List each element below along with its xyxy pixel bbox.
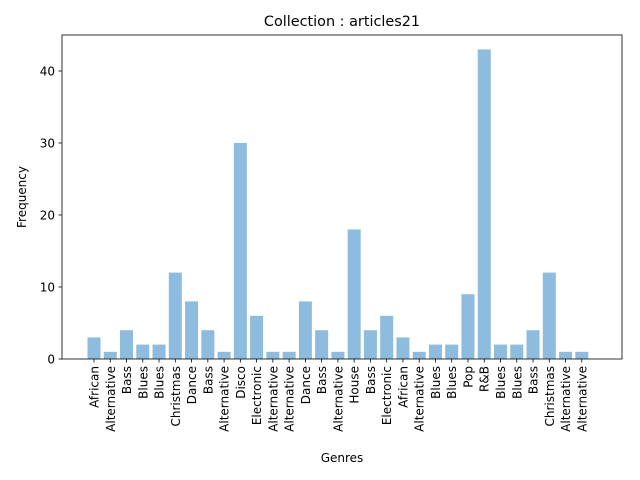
x-tick-label-30: Alternative [575, 366, 589, 432]
plot-frame [61, 34, 623, 360]
x-tick-label-29: Alternative [559, 366, 573, 432]
chart-title: Collection : articles21 [264, 14, 420, 30]
bar-30 [575, 351, 589, 359]
x-tick-label-21: Blues [429, 366, 443, 399]
x-tick-label-2: Bass [120, 366, 134, 394]
bar-17 [363, 330, 377, 359]
x-tick-label-7: Bass [201, 366, 215, 394]
bar-15 [331, 351, 345, 359]
y-tick-label-1: 10 [40, 280, 55, 294]
x-axis-label: Genres [321, 451, 364, 465]
bar-19 [396, 337, 410, 359]
x-tick-label-18: Electronic [380, 366, 394, 425]
bar-8 [217, 351, 231, 359]
bar-29 [559, 351, 573, 359]
y-axis: 0 10 20 30 40 [40, 64, 62, 366]
x-tick-label-14: Bass [315, 366, 329, 394]
y-tick-label-0: 0 [47, 352, 55, 366]
x-tick-label-11: Alternative [266, 366, 280, 432]
x-tick-label-22: Blues [445, 366, 459, 399]
x-tick-label-25: Blues [494, 366, 508, 399]
x-tick-label-9: Disco [234, 366, 248, 399]
bar-12 [282, 351, 296, 359]
bar-28 [542, 272, 556, 359]
bar-24 [477, 49, 491, 360]
y-axis-label: Frequency [15, 166, 29, 228]
bars-group [87, 49, 589, 360]
bar-25 [494, 344, 508, 359]
bar-23 [461, 294, 475, 359]
x-tick-label-12: Alternative [283, 366, 297, 432]
x-tick-label-5: Christmas [169, 366, 183, 427]
bar-5 [168, 272, 182, 359]
x-tick-label-0: African [88, 366, 102, 408]
y-tick-label-2: 20 [40, 208, 55, 222]
bar-6 [185, 301, 199, 359]
x-tick-label-8: Alternative [218, 366, 232, 432]
bar-0 [87, 337, 101, 359]
bar-13 [298, 301, 312, 359]
x-tick-label-17: Bass [364, 366, 378, 394]
y-tick-label-3: 30 [40, 136, 55, 150]
bar-21 [428, 344, 442, 359]
x-tick-label-1: Alternative [104, 366, 118, 432]
bar-22 [445, 344, 459, 359]
bar-26 [510, 344, 524, 359]
x-tick-label-10: Electronic [250, 366, 264, 425]
bar-9 [233, 143, 247, 359]
bar-2 [120, 330, 134, 359]
x-axis: African Alternative Bass Blues Blues Christma… [88, 359, 589, 432]
x-tick-label-16: House [348, 366, 362, 404]
bar-3 [136, 344, 150, 359]
bar-4 [152, 344, 166, 359]
x-tick-label-24: R&B [478, 366, 492, 392]
x-tick-label-20: Alternative [413, 366, 427, 432]
x-tick-label-23: Pop [461, 366, 475, 388]
bar-1 [103, 351, 117, 359]
x-tick-label-28: Christmas [543, 366, 557, 427]
y-tick-label-4: 40 [40, 64, 55, 78]
x-tick-label-4: Blues [153, 366, 167, 399]
bar-18 [380, 315, 394, 359]
bar-7 [201, 330, 215, 359]
bar-16 [347, 229, 361, 359]
bar-11 [266, 351, 280, 359]
x-tick-label-27: Bass [527, 366, 541, 394]
x-tick-label-19: African [396, 366, 410, 408]
bar-27 [526, 330, 540, 359]
bar-20 [412, 351, 426, 359]
x-tick-label-3: Blues [136, 366, 150, 399]
bar-10 [250, 315, 264, 359]
x-tick-label-13: Dance [299, 366, 313, 404]
x-tick-label-6: Dance [185, 366, 199, 404]
x-tick-label-26: Blues [510, 366, 524, 399]
x-tick-label-15: Alternative [331, 366, 345, 432]
bar-14 [315, 330, 329, 359]
